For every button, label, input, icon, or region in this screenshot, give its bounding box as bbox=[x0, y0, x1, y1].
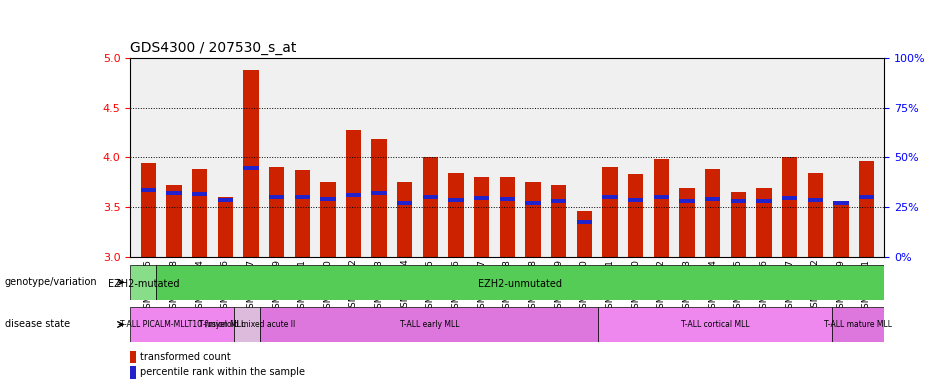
Bar bbox=[371, 139, 387, 257]
Bar bbox=[680, 199, 695, 204]
Text: percentile rank within the sample: percentile rank within the sample bbox=[140, 367, 304, 377]
Bar bbox=[320, 197, 335, 201]
Bar bbox=[269, 167, 284, 257]
Text: EZH2-mutated: EZH2-mutated bbox=[108, 279, 179, 289]
Bar bbox=[345, 131, 361, 257]
Bar bbox=[474, 196, 490, 200]
Text: T-ALL early MLL: T-ALL early MLL bbox=[399, 320, 459, 329]
Bar bbox=[654, 159, 669, 257]
Bar bbox=[423, 157, 439, 257]
Bar bbox=[294, 195, 310, 199]
Bar bbox=[167, 185, 182, 257]
Bar bbox=[294, 170, 310, 257]
Bar bbox=[192, 169, 208, 257]
Bar bbox=[141, 189, 156, 192]
Bar bbox=[731, 199, 746, 204]
Bar bbox=[449, 199, 464, 202]
Text: disease state: disease state bbox=[5, 319, 70, 329]
Bar bbox=[858, 161, 874, 257]
FancyBboxPatch shape bbox=[599, 307, 832, 342]
Text: EZH2-unmutated: EZH2-unmutated bbox=[479, 279, 562, 289]
FancyBboxPatch shape bbox=[130, 265, 156, 300]
Bar bbox=[833, 201, 848, 205]
Bar bbox=[782, 157, 797, 257]
FancyBboxPatch shape bbox=[832, 307, 884, 342]
Bar bbox=[398, 201, 412, 205]
Bar bbox=[398, 182, 412, 257]
Bar bbox=[218, 199, 233, 202]
Bar bbox=[474, 177, 490, 257]
Bar bbox=[756, 199, 772, 204]
Bar bbox=[167, 191, 182, 195]
Bar bbox=[320, 182, 335, 257]
Bar bbox=[218, 197, 233, 257]
Bar bbox=[654, 195, 669, 199]
Bar bbox=[602, 167, 617, 257]
Bar bbox=[602, 195, 617, 199]
Bar bbox=[731, 192, 746, 257]
FancyBboxPatch shape bbox=[261, 307, 599, 342]
Text: transformed count: transformed count bbox=[140, 352, 230, 362]
Text: T-ALL mature MLL: T-ALL mature MLL bbox=[825, 320, 893, 329]
FancyBboxPatch shape bbox=[130, 307, 235, 342]
Bar bbox=[500, 197, 515, 201]
Bar bbox=[130, 366, 136, 379]
FancyBboxPatch shape bbox=[156, 265, 884, 300]
Text: genotype/variation: genotype/variation bbox=[5, 277, 97, 287]
Bar bbox=[756, 189, 772, 257]
Bar bbox=[833, 204, 848, 257]
Bar bbox=[243, 70, 259, 257]
Bar bbox=[807, 199, 823, 202]
Bar bbox=[525, 201, 541, 205]
Bar bbox=[627, 174, 643, 257]
FancyBboxPatch shape bbox=[235, 307, 261, 342]
Bar bbox=[269, 195, 284, 199]
Bar bbox=[192, 192, 208, 196]
Text: GDS4300 / 207530_s_at: GDS4300 / 207530_s_at bbox=[130, 41, 297, 55]
Text: T-/myeloid mixed acute ll: T-/myeloid mixed acute ll bbox=[199, 320, 295, 329]
Bar bbox=[627, 199, 643, 202]
Bar bbox=[807, 174, 823, 257]
Bar bbox=[680, 189, 695, 257]
Text: T-ALL PICALM-MLLT10 fusion MLL: T-ALL PICALM-MLLT10 fusion MLL bbox=[120, 320, 245, 329]
Bar bbox=[525, 182, 541, 257]
Bar bbox=[782, 196, 797, 200]
Bar bbox=[243, 166, 259, 170]
Bar bbox=[551, 185, 566, 257]
Bar bbox=[705, 197, 721, 201]
Bar bbox=[345, 194, 361, 197]
Text: T-ALL cortical MLL: T-ALL cortical MLL bbox=[681, 320, 749, 329]
Bar bbox=[423, 195, 439, 199]
Bar bbox=[371, 191, 387, 195]
Bar bbox=[858, 195, 874, 199]
Bar bbox=[141, 164, 156, 257]
Bar bbox=[576, 211, 592, 257]
Bar bbox=[130, 351, 136, 363]
Bar bbox=[500, 177, 515, 257]
Bar bbox=[576, 220, 592, 224]
Bar bbox=[551, 199, 566, 204]
Bar bbox=[449, 174, 464, 257]
Bar bbox=[705, 169, 721, 257]
